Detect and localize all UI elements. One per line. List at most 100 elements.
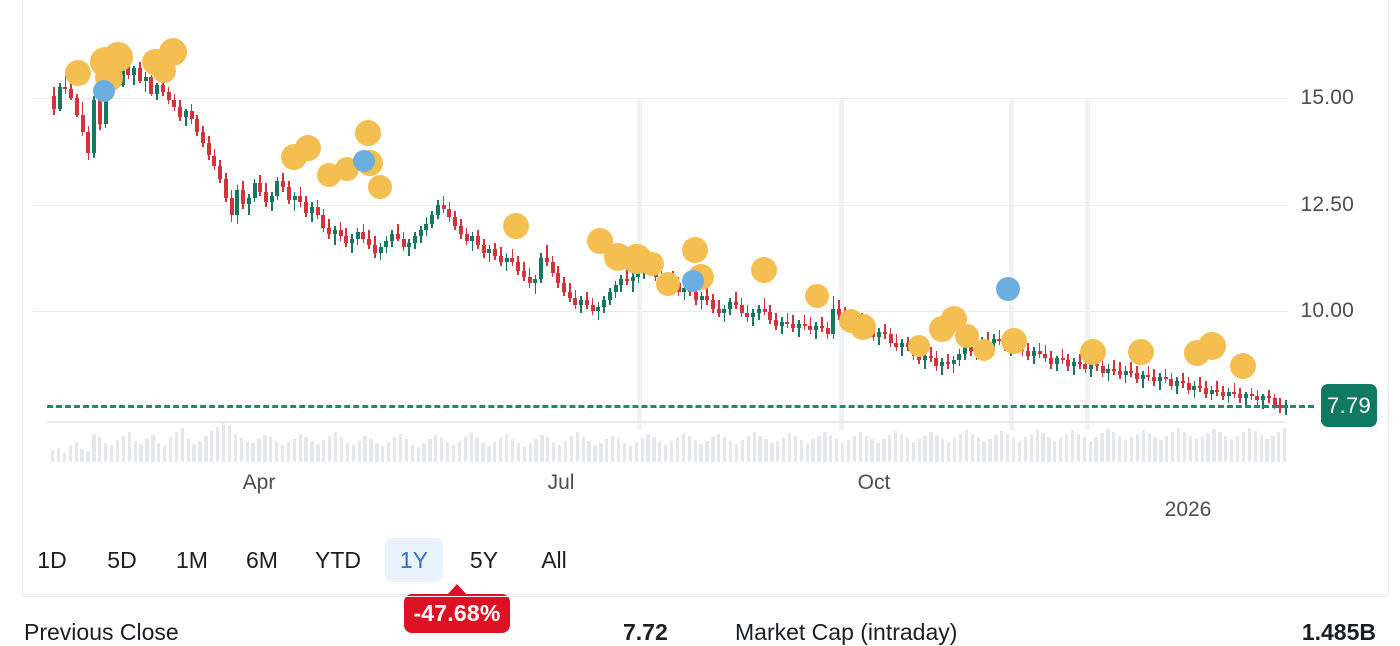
- candlestick-body: [1060, 357, 1065, 360]
- earnings-marker-icon[interactable]: [152, 59, 176, 83]
- earnings-marker-icon[interactable]: [751, 257, 777, 283]
- range-button-1m[interactable]: 1M: [163, 538, 221, 582]
- candlestick-body: [229, 198, 234, 216]
- earnings-marker-icon[interactable]: [973, 339, 995, 361]
- candlestick-wick: [1141, 370, 1144, 388]
- candlestick-body: [1261, 396, 1266, 401]
- candlestick-body: [206, 142, 211, 156]
- volume-bar: [1224, 436, 1228, 462]
- volume-bar: [1035, 429, 1039, 462]
- range-button-5d[interactable]: 5D: [93, 538, 151, 582]
- volume-bar: [681, 432, 686, 462]
- dividend-marker-icon[interactable]: [996, 277, 1020, 301]
- volume-bar: [552, 442, 556, 462]
- volume-bar: [56, 447, 61, 462]
- earnings-marker-icon[interactable]: [682, 237, 708, 263]
- candlestick-body: [1272, 398, 1277, 405]
- earnings-marker-icon[interactable]: [656, 272, 680, 296]
- earnings-marker-icon[interactable]: [295, 135, 321, 161]
- earnings-marker-icon[interactable]: [1001, 328, 1027, 354]
- candlestick-wick: [1262, 394, 1264, 409]
- candlestick-body: [613, 285, 618, 292]
- candlestick-wick: [511, 249, 514, 267]
- range-button-1d[interactable]: 1D: [23, 538, 81, 582]
- volume-bar: [823, 431, 827, 462]
- volume-bar: [616, 439, 621, 462]
- volume-bar: [782, 436, 786, 462]
- earnings-marker-icon[interactable]: [503, 213, 529, 239]
- candlestick-body: [625, 279, 630, 282]
- earnings-marker-icon[interactable]: [1128, 339, 1154, 365]
- volume-bar: [717, 433, 721, 462]
- volume-bar: [1159, 440, 1163, 462]
- volume-bar: [758, 435, 762, 462]
- dividend-marker-icon[interactable]: [353, 150, 375, 172]
- volume-bar: [322, 440, 326, 462]
- candlestick-wick: [1159, 372, 1161, 390]
- volume-bar: [68, 445, 72, 462]
- volume-bar: [864, 435, 868, 462]
- earnings-marker-icon[interactable]: [1080, 339, 1106, 365]
- volume-bar: [422, 443, 426, 462]
- candlestick-wick: [798, 319, 800, 337]
- candlestick-wick: [1147, 366, 1150, 382]
- range-button-all[interactable]: All: [525, 538, 583, 582]
- earnings-marker-icon[interactable]: [908, 335, 930, 357]
- earnings-marker-icon[interactable]: [65, 60, 91, 86]
- earnings-marker-icon[interactable]: [368, 175, 392, 199]
- volume-bar: [328, 435, 332, 462]
- range-selector[interactable]: 1D 5D 1M 6M YTD 1Y 5Y All: [23, 534, 595, 586]
- range-button-1y[interactable]: 1Y: [385, 538, 443, 582]
- earnings-marker-icon[interactable]: [805, 284, 829, 308]
- dividend-marker-icon[interactable]: [93, 80, 115, 102]
- volume-bar: [80, 449, 84, 462]
- volume-bar: [440, 437, 444, 462]
- panel-border-left: [22, 0, 23, 595]
- candlestick-body: [1123, 370, 1128, 375]
- candlestick-wick: [1113, 359, 1115, 375]
- y-axis-tick-label: 15.00: [1300, 86, 1354, 109]
- volume-bar: [528, 442, 532, 462]
- earnings-marker-icon[interactable]: [850, 314, 876, 340]
- earnings-marker-icon[interactable]: [1198, 332, 1226, 360]
- candlestick-wick: [803, 315, 806, 331]
- earnings-marker-icon[interactable]: [640, 252, 664, 276]
- candlestick-body: [728, 302, 733, 309]
- y-axis-tick-label: 12.50: [1300, 192, 1354, 216]
- stat-value-previous-close: 7.72: [623, 619, 668, 645]
- volume-bar: [764, 439, 768, 462]
- range-button-6m[interactable]: 6M: [233, 538, 291, 582]
- volume-bar: [882, 438, 886, 462]
- earnings-marker-icon[interactable]: [1230, 353, 1256, 379]
- event-band: [839, 100, 844, 430]
- volume-bar: [275, 440, 279, 462]
- candlestick-body: [252, 183, 257, 199]
- candlestick-body: [1238, 394, 1243, 399]
- dividend-marker-icon[interactable]: [682, 270, 704, 292]
- volume-bar: [1277, 432, 1281, 462]
- volume-bar: [1059, 438, 1063, 462]
- volume-bar: [345, 442, 350, 462]
- candlestick-body: [183, 110, 188, 118]
- candlestick-body: [539, 257, 544, 280]
- candlestick-body: [424, 223, 429, 231]
- candlestick-body: [458, 225, 463, 235]
- volume-bar: [104, 443, 108, 462]
- range-button-ytd[interactable]: YTD: [303, 538, 373, 582]
- candlestick-wick: [1124, 366, 1127, 384]
- panel-border-right: [1388, 0, 1389, 595]
- volume-bar: [151, 434, 155, 462]
- volume-bar: [1188, 435, 1193, 462]
- earnings-marker-icon[interactable]: [355, 120, 381, 146]
- candlestick-wick: [1216, 381, 1219, 397]
- candlestick-body: [722, 308, 727, 314]
- range-button-5y[interactable]: 5Y: [455, 538, 513, 582]
- price-chart-plot[interactable]: 15.00 12.50 10.00 7.79 Apr Jul Oct 2026: [23, 0, 1388, 530]
- volume-bar: [1023, 437, 1027, 462]
- candlestick-body: [1071, 362, 1076, 367]
- candlestick-body: [584, 300, 589, 305]
- candlestick-body: [349, 238, 354, 243]
- candlestick-body: [814, 325, 819, 331]
- volume-bar: [316, 443, 320, 462]
